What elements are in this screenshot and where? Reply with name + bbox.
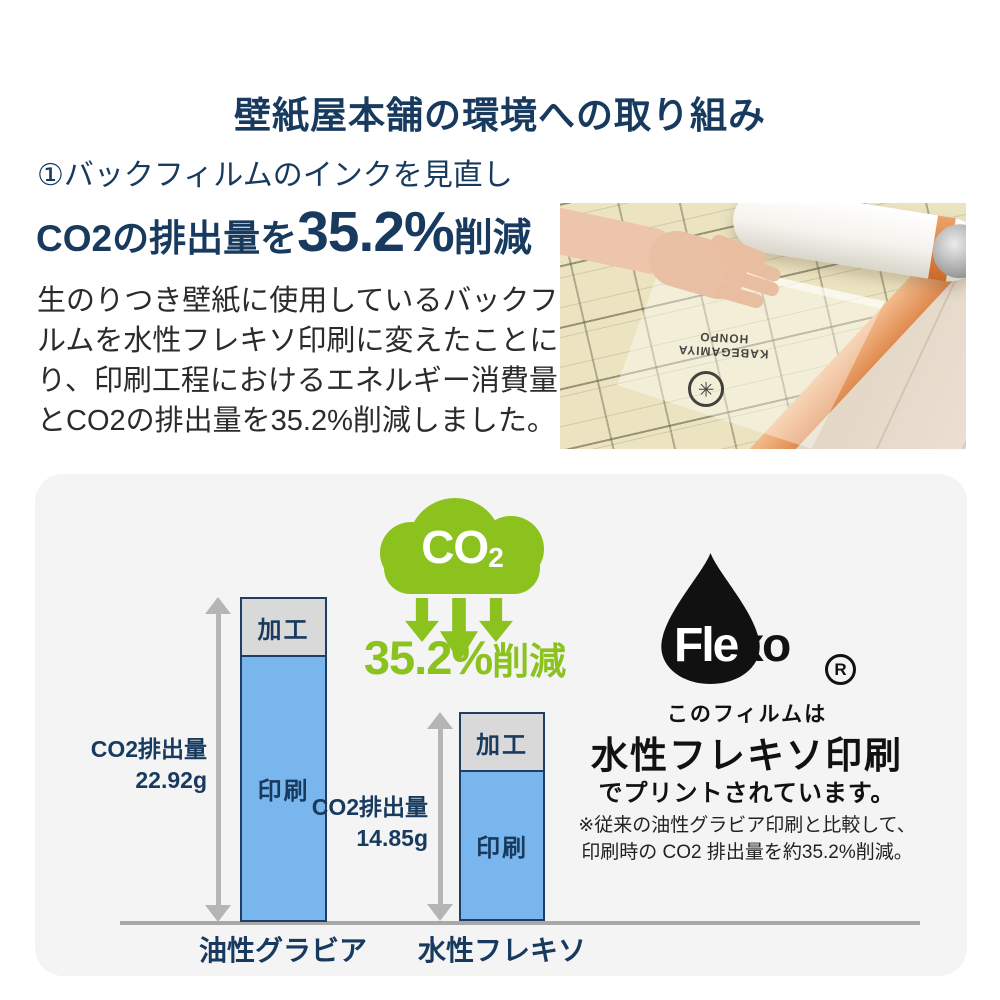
cloud-base	[384, 542, 540, 594]
reduction-suffix: 削減	[492, 641, 567, 682]
measure-arrow-left	[205, 597, 231, 922]
headline-prefix: CO2の排出量を	[36, 218, 298, 259]
flexo-logo-text: Flexo	[674, 618, 791, 673]
reduction-label: 35.2%削減	[364, 630, 566, 685]
reduction-percent: 35.2%	[363, 631, 493, 684]
co2-text: CO	[421, 521, 489, 573]
segment-label: 加工	[476, 731, 528, 759]
arrow-shaft	[216, 609, 221, 910]
bar-segment-processing: 加工	[461, 714, 543, 772]
headline-percent: 35.2%	[297, 200, 455, 264]
segment-label: 印刷	[257, 778, 310, 805]
bar-segment-processing: 加工	[242, 599, 325, 657]
product-photo: KABEGAMIYA HONPO ✳	[560, 203, 966, 449]
section-heading: ①バックフィルムのインクを見直し	[37, 159, 513, 192]
flexo-line3: でプリントされています。	[598, 780, 896, 807]
metric-value: 14.85g	[356, 825, 428, 851]
arrow-down-icon	[427, 904, 453, 921]
metric-title: CO2排出量	[311, 794, 428, 820]
bar-water-flexo: 加工 印刷	[459, 712, 545, 921]
flexo-logo-black-part: xo	[737, 619, 791, 672]
co2-subscript: 2	[488, 542, 504, 573]
bar-oil-gravure: 加工 印刷	[240, 597, 327, 922]
category-label-water-flexo: 水性フレキソ	[417, 935, 587, 966]
intro-paragraph: 生のりつき壁紙に使用しているバックフィ ルムを水性フレキソ印刷に変えたことによ …	[37, 285, 588, 437]
flexo-droplet-icon	[661, 553, 760, 684]
flexo-note2: 印刷時の CO2 排出量を約35.2%削減。	[581, 842, 913, 863]
segment-label: 加工	[257, 616, 310, 644]
flexo-line2: 水性フレキソ印刷	[591, 735, 903, 776]
metric-label-right: CO2排出量 14.85g	[255, 792, 428, 854]
arrow-down-icon	[205, 905, 231, 922]
photo-stamp-icon: ✳	[688, 371, 724, 407]
flexo-note1: ※従来の油性グラビア印刷と比較して、	[578, 815, 916, 836]
bar-segment-printing: 印刷	[461, 772, 543, 919]
metric-title: CO2排出量	[90, 736, 207, 762]
flexo-line1: このフィルムは	[666, 703, 828, 726]
page-title: 壁紙屋本舗の環境への取り組み	[234, 94, 766, 136]
comparison-panel: 加工 印刷 CO2排出量 22.92g 加工 印刷 CO2排出量	[35, 474, 967, 976]
measure-arrow-right	[427, 712, 453, 921]
category-label-oil-gravure: 油性グラビア	[198, 935, 368, 966]
arrow-up-icon	[205, 597, 231, 614]
metric-label-left: CO2排出量 22.92g	[35, 734, 207, 796]
co2-reduction-headline: CO2の排出量を35.2%削減	[36, 199, 532, 265]
chart-baseline	[120, 921, 920, 925]
headline-suffix: 削減	[453, 217, 532, 260]
bar-segment-printing: 印刷	[242, 657, 325, 920]
flexo-logo-white-part: Fle	[674, 619, 739, 672]
photo-film-stamp-text: KABEGAMIYA HONPO	[677, 329, 769, 362]
arrow-shaft	[438, 724, 443, 909]
arrow-up-icon	[427, 712, 453, 729]
cloud-co2-label: CO2	[380, 520, 544, 574]
segment-label: 印刷	[476, 835, 528, 862]
registered-trademark-icon: R	[825, 654, 856, 685]
metric-value: 22.92g	[135, 767, 207, 793]
co2-cloud-icon: CO2	[380, 498, 544, 596]
